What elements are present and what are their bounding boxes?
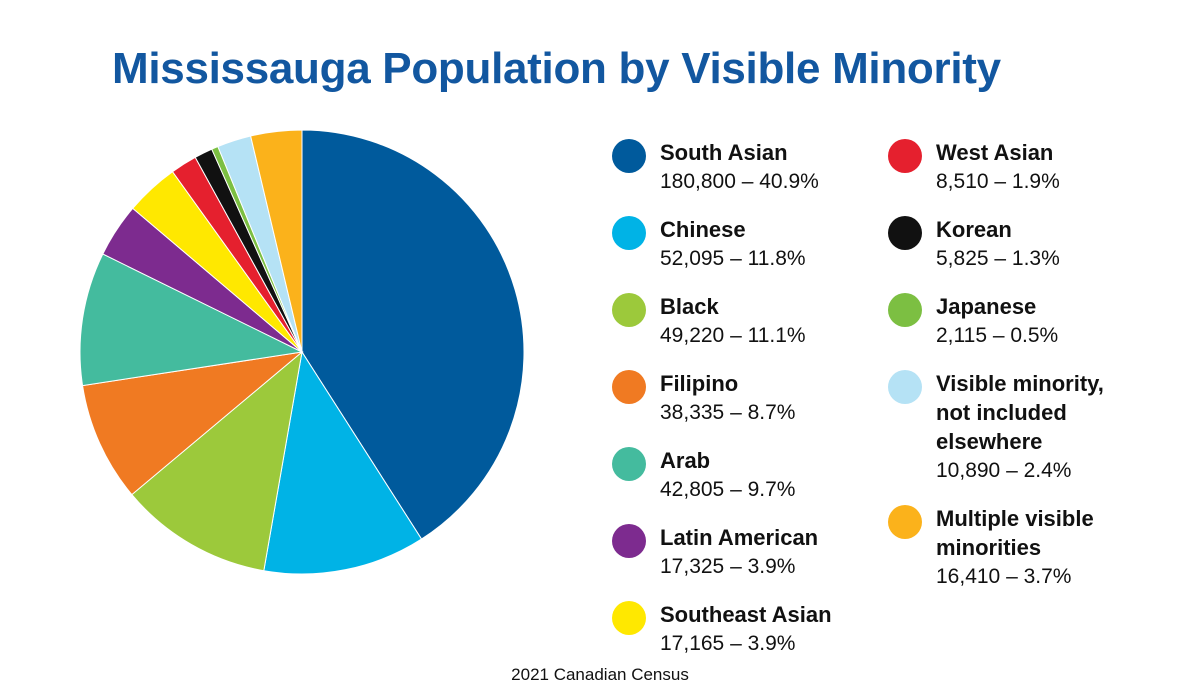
legend-value: 180,800 – 40.9% xyxy=(660,170,819,193)
legend-label: Latin American xyxy=(660,525,819,550)
legend-label: Black xyxy=(660,294,719,319)
legend-swatch xyxy=(612,293,646,327)
legend-value: 16,410 – 3.7% xyxy=(936,565,1072,588)
legend-value: 8,510 – 1.9% xyxy=(936,170,1060,193)
source-note: 2021 Canadian Census xyxy=(511,665,689,684)
legend-label: Southeast Asian xyxy=(660,602,832,627)
legend-swatch xyxy=(888,139,922,173)
legend-value: 2,115 – 0.5% xyxy=(936,324,1059,347)
legend-label: Arab xyxy=(660,448,711,473)
legend-label: Filipino xyxy=(660,371,739,396)
legend-swatch xyxy=(612,524,646,558)
legend-label: Japanese xyxy=(936,294,1037,319)
legend-swatch xyxy=(612,447,646,481)
pie-chart xyxy=(79,129,525,575)
legend-label: Visible minority, not included elsewhere xyxy=(936,371,1104,454)
legend-value: 49,220 – 11.1% xyxy=(660,324,806,347)
legend-value: 17,325 – 3.9% xyxy=(660,555,796,578)
legend-value: 17,165 – 3.9% xyxy=(660,632,796,655)
legend-label: Chinese xyxy=(660,217,746,242)
pie-slice-multiple-visible xyxy=(250,129,303,353)
legend-swatch xyxy=(888,293,922,327)
legend-label: Korean xyxy=(936,217,1012,242)
pie-slice-south-asian xyxy=(301,129,525,540)
legend-swatch xyxy=(612,139,646,173)
pie-slice-filipino xyxy=(81,351,304,496)
legend-column-left: South Asian 180,800 – 40.9% Chinese 52,095 … xyxy=(612,138,892,658)
legend-value: 5,825 – 1.3% xyxy=(936,247,1060,270)
legend-swatch xyxy=(612,601,646,635)
legend-label: Multiple visible minorities xyxy=(936,506,1094,560)
legend-swatch xyxy=(888,505,922,539)
pie-slice-black xyxy=(131,350,303,572)
legend-label: South Asian xyxy=(660,140,788,165)
legend-swatch xyxy=(612,370,646,404)
legend-value: 10,890 – 2.4% xyxy=(936,459,1072,482)
legend-value: 52,095 – 11.8% xyxy=(660,247,806,270)
pie-slice-chinese xyxy=(263,350,423,575)
legend-swatch xyxy=(888,216,922,250)
legend-value: 42,805 – 9.7% xyxy=(660,478,796,501)
chart-title: Mississauga Population by Visible Minori… xyxy=(112,44,1001,93)
legend-label: West Asian xyxy=(936,140,1054,165)
legend-value: 38,335 – 8.7% xyxy=(660,401,796,424)
pie-slice-arab xyxy=(79,253,304,387)
legend-column-right: West Asian 8,510 – 1.9% Korean 5,825 – 1.3%… xyxy=(888,138,1188,598)
legend-swatch xyxy=(888,370,922,404)
legend-swatch xyxy=(612,216,646,250)
